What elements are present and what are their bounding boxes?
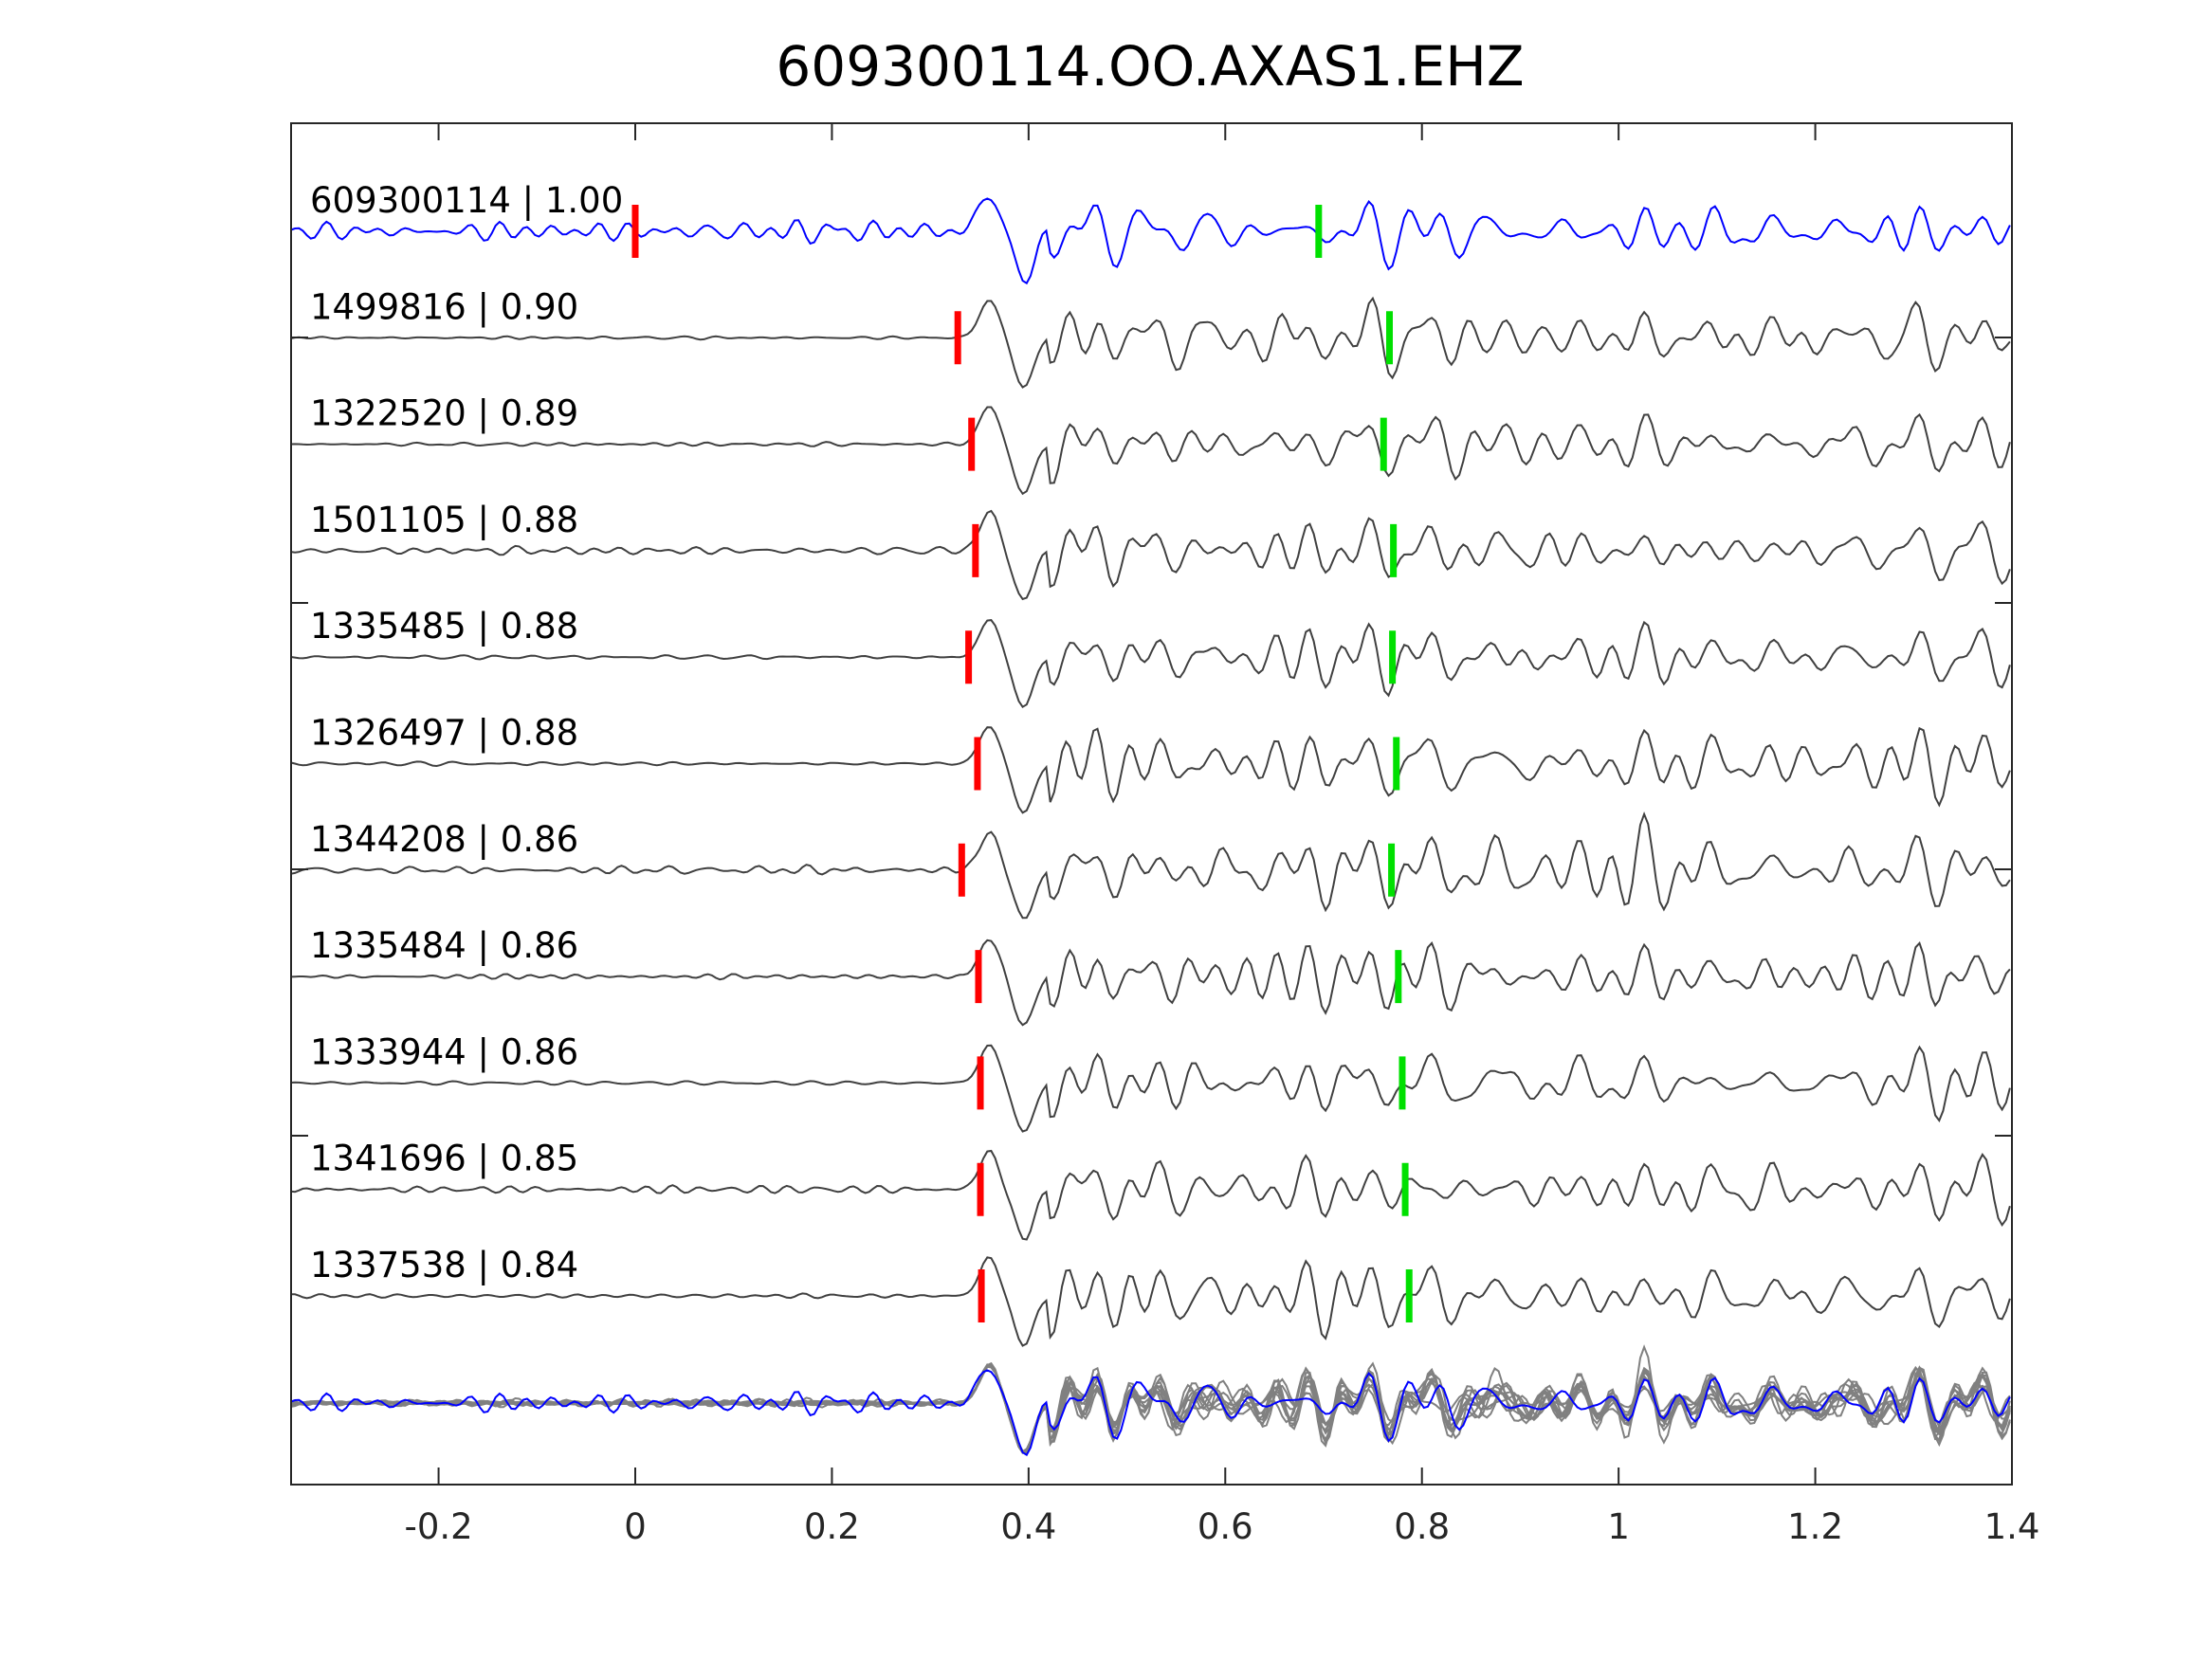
x-tick-label: 0.4 [1000,1506,1056,1547]
trace-label: 1326497 | 0.88 [310,713,578,754]
trace-label: 1335485 | 0.88 [310,606,578,647]
x-axis: -0.2 0 0.2 0.4 0.6 0.8 1 1.2 1.4 [291,123,2039,1547]
stack-overlay [290,1344,2011,1457]
trace-label: 1344208 | 0.86 [310,819,578,860]
trace-line-1337538 [290,1256,2011,1347]
trace-label: 1335484 | 0.86 [310,925,578,966]
trace-label: 609300114 | 1.00 [310,180,623,221]
trace-line-1322520 [290,406,2011,496]
x-tick-label: 0.8 [1394,1506,1450,1547]
trace-label: 1322520 | 0.89 [310,393,578,434]
trace-line-609300114 [290,197,2011,285]
trace-label: 1501105 | 0.88 [310,500,578,540]
trace-labels: 609300114 | 1.00 1499816 | 0.90 1322520 | … [310,180,623,1285]
stack-trace-1335484 [290,1365,2011,1453]
trace-line-1499816 [290,296,2011,389]
trace-line-1344208 [290,811,2011,920]
x-tick-label: 0.6 [1197,1506,1253,1547]
x-tick-label: 0.2 [804,1506,860,1547]
traces-group [290,197,2011,1347]
x-tick-label: 0 [624,1506,647,1547]
picks-group [631,205,1413,1322]
trace-label: 1337538 | 0.84 [310,1245,578,1285]
x-tick-label: 1.4 [1984,1506,2040,1547]
chart-title: 609300114.OO.AXAS1.EHZ [776,34,1524,99]
trace-label: 1333944 | 0.86 [310,1031,578,1072]
trace-label: 1341696 | 0.85 [310,1139,578,1179]
trace-line-1333944 [290,1044,2011,1133]
x-tick-label: 1 [1607,1506,1630,1547]
stack-template-trace [290,1369,2011,1457]
x-tick-label: -0.2 [404,1506,472,1547]
trace-line-1341696 [290,1149,2011,1241]
trace-line-1501105 [290,509,2011,601]
trace-line-1326497 [290,726,2011,814]
trace-line-1335485 [290,619,2011,709]
x-tick-label: 1.2 [1787,1506,1843,1547]
trace-label: 1499816 | 0.90 [310,286,578,327]
trace-line-1335484 [290,939,2011,1027]
axes-box [290,122,2013,1486]
